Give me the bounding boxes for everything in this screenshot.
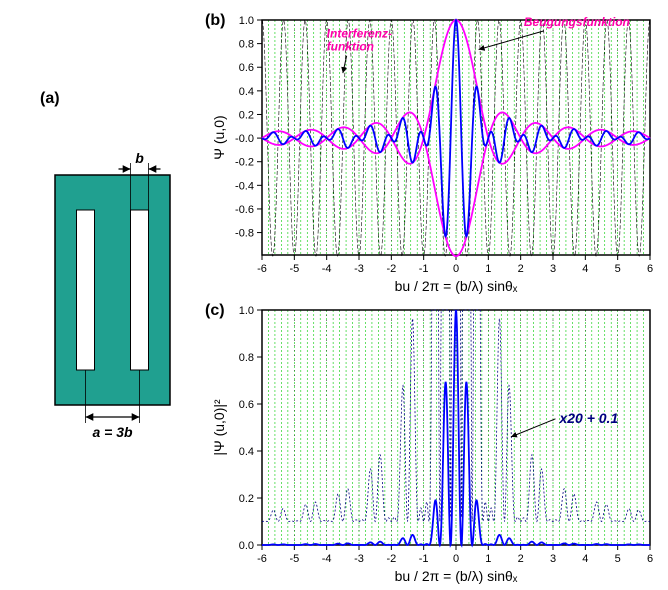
panel-c: (c) -6-5-4-3-2-101234560.00.20.40.60.81.… <box>210 300 660 590</box>
svg-text:b: b <box>135 150 144 166</box>
svg-text:1.0: 1.0 <box>239 15 254 27</box>
svg-text:2: 2 <box>518 553 524 565</box>
svg-text:0.8: 0.8 <box>239 352 254 364</box>
svg-text:Interferenz-: Interferenz- <box>327 27 392 41</box>
svg-text:x20 + 0.1: x20 + 0.1 <box>558 410 618 426</box>
svg-text:-3: -3 <box>354 263 364 275</box>
panel-a-label: (a) <box>40 90 60 108</box>
svg-text:bu / 2π = (b/λ) sinθₓ: bu / 2π = (b/λ) sinθₓ <box>395 278 518 294</box>
svg-text:0.4: 0.4 <box>239 446 254 458</box>
chart-intensity: -6 -5 -4 -3 -2 -1 0 1 2 3 4 5 6 0.0 0.2 0.4 0.6 0.8 1.0 bu … <box>210 300 660 585</box>
svg-text:1.0: 1.0 <box>239 305 254 317</box>
svg-text:6: 6 <box>647 553 653 565</box>
svg-text:0.6: 0.6 <box>239 62 254 74</box>
panel-b: (b) -6-5-4-3-2-10123456-0.8-0.6-0.4-0.2-… <box>210 10 660 300</box>
svg-text:2: 2 <box>518 263 524 275</box>
svg-text:-4: -4 <box>322 553 332 565</box>
svg-text:funktion: funktion <box>327 40 374 54</box>
svg-text:Ψ (u,0): Ψ (u,0) <box>211 115 227 159</box>
svg-text:-0.8: -0.8 <box>235 228 254 240</box>
svg-text:-4: -4 <box>322 263 332 275</box>
svg-text:-6: -6 <box>257 553 267 565</box>
svg-text:4: 4 <box>582 263 588 275</box>
svg-text:-3: -3 <box>354 553 364 565</box>
svg-text:-0.6: -0.6 <box>235 204 254 216</box>
svg-text:0.6: 0.6 <box>239 399 254 411</box>
svg-text:5: 5 <box>615 263 621 275</box>
panel-b-label: (b) <box>205 12 225 30</box>
svg-text:0.8: 0.8 <box>239 39 254 51</box>
svg-text:|Ψ (u,0)|²: |Ψ (u,0)|² <box>211 399 227 456</box>
panel-a: (a) b a = 3b <box>10 10 210 590</box>
slit-diagram: b a = 3b <box>25 130 195 470</box>
svg-text:bu / 2π = (b/λ) sinθₓ: bu / 2π = (b/λ) sinθₓ <box>395 568 518 584</box>
svg-text:a = 3b: a = 3b <box>92 424 133 440</box>
svg-text:5: 5 <box>615 553 621 565</box>
svg-text:0: 0 <box>453 263 459 275</box>
svg-text:-0.2: -0.2 <box>235 157 254 169</box>
svg-text:-0.0: -0.0 <box>235 133 254 145</box>
svg-text:0.2: 0.2 <box>239 493 254 505</box>
svg-text:1: 1 <box>485 263 491 275</box>
svg-text:0.0: 0.0 <box>239 540 254 552</box>
svg-text:4: 4 <box>582 553 588 565</box>
svg-text:6: 6 <box>647 263 653 275</box>
svg-text:-0.4: -0.4 <box>235 180 254 192</box>
svg-text:-2: -2 <box>386 553 396 565</box>
panel-c-label: (c) <box>205 302 225 320</box>
svg-text:0: 0 <box>453 553 459 565</box>
svg-text:-6: -6 <box>257 263 267 275</box>
svg-text:3: 3 <box>550 263 556 275</box>
svg-text:-5: -5 <box>289 553 299 565</box>
svg-text:-1: -1 <box>419 553 429 565</box>
svg-text:-2: -2 <box>386 263 396 275</box>
svg-text:Beugungsfunktion: Beugungsfunktion <box>524 15 630 29</box>
svg-text:0.2: 0.2 <box>239 109 254 121</box>
svg-text:1: 1 <box>485 553 491 565</box>
svg-text:-5: -5 <box>289 263 299 275</box>
chart-amplitude: -6 -5 -4 -3 -2 -1 0 1 2 3 4 5 6 -0.8 -0.6 -0.4 -0.2 -0.0 0… <box>210 10 660 295</box>
svg-text:0.4: 0.4 <box>239 86 254 98</box>
svg-text:3: 3 <box>550 553 556 565</box>
svg-text:-1: -1 <box>419 263 429 275</box>
